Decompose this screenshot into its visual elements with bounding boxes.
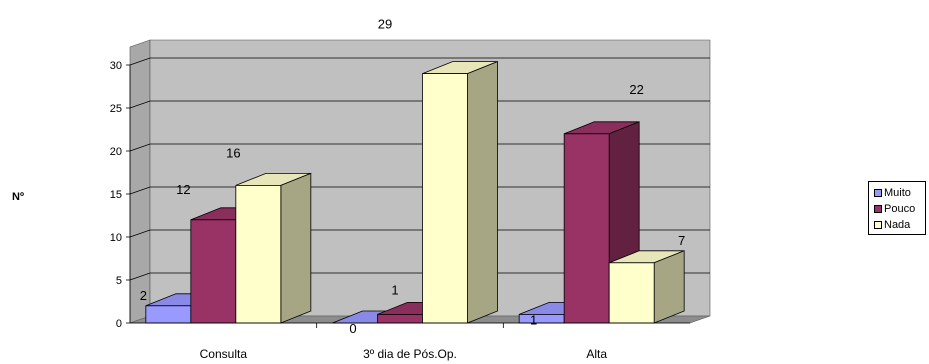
data-label: 1 xyxy=(391,282,398,297)
legend-swatch-pouco xyxy=(874,205,882,213)
legend-item-pouco: Pouco xyxy=(874,201,925,217)
gridline xyxy=(129,57,710,66)
bar-pouco xyxy=(563,133,610,324)
bar-side xyxy=(653,250,685,324)
data-label: 0 xyxy=(349,321,356,336)
x-category-label: Consulta xyxy=(200,347,248,361)
bar-side xyxy=(280,172,312,324)
gridline xyxy=(129,229,710,238)
y-axis-label: Nº xyxy=(12,191,24,203)
bar-nada xyxy=(422,73,468,324)
y-tick-label: 10 xyxy=(110,232,122,244)
gridline xyxy=(129,272,710,281)
data-label: 7 xyxy=(678,233,685,248)
y-tick-label: 5 xyxy=(116,275,122,287)
bars xyxy=(145,61,685,324)
legend-label-muito: Muito xyxy=(884,187,911,199)
legend-swatch-nada xyxy=(874,221,882,229)
y-tick-label: 20 xyxy=(110,146,122,158)
bar-muito xyxy=(145,305,192,324)
y-tick-label: 15 xyxy=(110,189,122,201)
legend-item-nada: Nada xyxy=(874,217,925,233)
data-label: 16 xyxy=(226,145,240,160)
side-wall xyxy=(129,39,151,324)
y-tick-label: 25 xyxy=(110,103,122,115)
data-label: 22 xyxy=(629,82,643,97)
data-label: 29 xyxy=(378,17,392,32)
gridline xyxy=(129,186,710,195)
legend-label-pouco: Pouco xyxy=(884,203,916,215)
gridline xyxy=(129,143,710,152)
bar-pouco xyxy=(377,313,423,324)
bar-pouco xyxy=(190,219,237,324)
legend-swatch-muito xyxy=(874,189,882,197)
data-label: 12 xyxy=(176,182,190,197)
x-category-label: 3º dia de Pós.Op. xyxy=(363,347,457,361)
y-tick-label: 30 xyxy=(110,60,122,72)
x-category-label: Alta xyxy=(586,347,607,361)
gridlines xyxy=(129,57,710,281)
y-tick-label: 0 xyxy=(116,318,122,330)
legend-label-nada: Nada xyxy=(884,219,911,231)
bar-nada xyxy=(235,184,282,324)
data-labels: 2 12 16 0 1 29 1 22 7 xyxy=(140,17,686,336)
bar-nada xyxy=(608,262,655,324)
legend: Muito Pouco Nada xyxy=(868,181,926,235)
data-label: 1 xyxy=(530,312,537,327)
legend-item-muito: Muito xyxy=(874,185,925,201)
data-label: 2 xyxy=(140,288,147,303)
bar-side xyxy=(467,61,498,324)
bar-muito xyxy=(518,313,565,324)
gridline xyxy=(129,100,710,109)
